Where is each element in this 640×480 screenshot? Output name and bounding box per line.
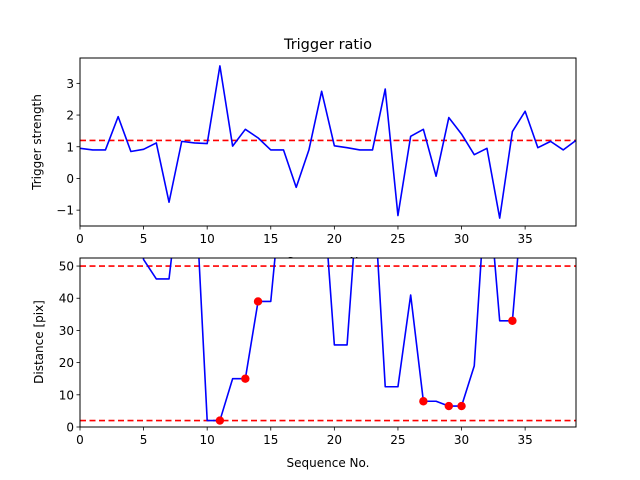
trigger-plot-area bbox=[80, 65, 576, 219]
trigger-axes-frame bbox=[79, 57, 577, 227]
distance-xtick-label: 15 bbox=[263, 433, 278, 447]
trigger-xtick-label: 30 bbox=[454, 232, 469, 246]
trigger-ratio-panel: Trigger ratio Trigger strength Sequence … bbox=[30, 37, 577, 269]
trigger-ytick-label: 3 bbox=[66, 77, 74, 91]
trigger-ytick-label: 0 bbox=[66, 172, 74, 186]
trigger-xtick-label: 20 bbox=[327, 232, 342, 246]
distance-ytick-label: 10 bbox=[59, 388, 74, 402]
trigger-ylabel: Trigger strength bbox=[30, 94, 44, 191]
distance-xlabel: Sequence No. bbox=[287, 456, 370, 470]
trigger-title: Trigger ratio bbox=[283, 37, 372, 53]
trigger-ytick-label: 2 bbox=[66, 109, 74, 123]
distance-xtick-label: 30 bbox=[454, 433, 469, 447]
distance-marker-point bbox=[241, 374, 250, 383]
trigger-xtick-label: 0 bbox=[76, 232, 84, 246]
distance-marker-point bbox=[419, 397, 428, 406]
distance-xtick-label: 0 bbox=[76, 433, 84, 447]
distance-marker-point bbox=[215, 416, 225, 425]
distance-ylabel: Distance [pix] bbox=[32, 300, 46, 384]
distance-series-line bbox=[142, 258, 519, 422]
trigger-xtick-label: 35 bbox=[517, 232, 532, 246]
distance-ytick-label: 20 bbox=[59, 356, 74, 370]
distance-xtick-label: 25 bbox=[390, 433, 405, 447]
trigger-ytick-label: 1 bbox=[66, 140, 74, 154]
distance-ytick-label: 0 bbox=[66, 421, 74, 435]
distance-axes-frame bbox=[79, 257, 577, 428]
distance-xtick-label: 35 bbox=[517, 433, 532, 447]
trigger-xtick-label: 10 bbox=[200, 232, 215, 246]
distance-marker-point bbox=[457, 401, 466, 411]
trigger-xtick-label: 5 bbox=[140, 232, 148, 246]
distance-ytick-label: 40 bbox=[59, 292, 74, 306]
trigger-series-line bbox=[80, 65, 576, 219]
trigger-xtick-label: 15 bbox=[263, 232, 278, 246]
distance-xtick-label: 5 bbox=[140, 433, 148, 447]
distance-panel: Distance [pix] Sequence No. 0 5 10 15 20 25 30… bbox=[32, 257, 577, 470]
trigger-ytick-label: −1 bbox=[56, 204, 74, 218]
distance-marker-point bbox=[253, 297, 263, 306]
distance-ytick-label: 50 bbox=[59, 260, 74, 274]
distance-ticks: 0 5 10 15 20 25 30 35 0 10 20 30 40 50 bbox=[59, 260, 533, 447]
distance-ytick-label: 30 bbox=[59, 324, 74, 338]
distance-axes-background bbox=[80, 258, 576, 427]
distance-plot-area bbox=[80, 258, 576, 425]
distance-marker-point bbox=[508, 316, 517, 325]
distance-marker-point bbox=[444, 401, 454, 411]
distance-xtick-label: 10 bbox=[200, 433, 215, 447]
distance-xtick-label: 20 bbox=[327, 433, 342, 447]
trigger-xtick-label: 25 bbox=[390, 232, 405, 246]
